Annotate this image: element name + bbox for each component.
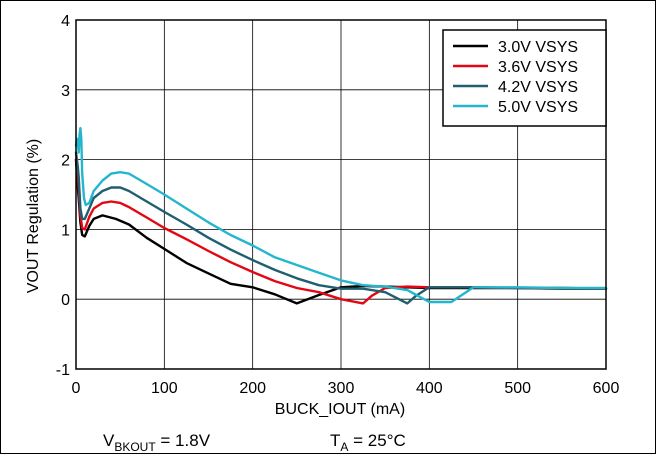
vbkout-condition: VBKOUT = 1.8V	[103, 431, 211, 454]
x-tick-labels: 0 100 200 300 400 500 600	[72, 380, 620, 397]
vbkout-subscript: BKOUT	[114, 440, 156, 454]
y-tick-label: -1	[56, 362, 70, 379]
vbkout-value: = 1.8V	[156, 431, 211, 450]
y-tick-label: 2	[61, 153, 70, 170]
legend-label: 3.0V VSYS	[498, 39, 578, 56]
y-tick-label: 0	[61, 292, 70, 309]
ta-condition: TA = 25°C	[330, 431, 406, 454]
y-tick-labels: -1 0 1 2 3 4	[56, 13, 70, 379]
x-tick-label: 500	[504, 380, 531, 397]
vbkout-symbol: V	[103, 431, 115, 450]
series-lines	[74, 126, 608, 305]
y-tick-label: 1	[61, 222, 70, 239]
plot-area-frame	[75, 19, 607, 370]
series-line	[74, 126, 608, 304]
x-tick-label: 100	[151, 380, 178, 397]
y-tick-label: 3	[61, 83, 70, 100]
ta-symbol: T	[330, 431, 340, 450]
x-axis-label: BUCK_IOUT (mA)	[275, 401, 405, 418]
x-tick-label: 300	[328, 380, 355, 397]
x-tick-label: 200	[239, 380, 266, 397]
legend-label: 3.6V VSYS	[498, 59, 578, 76]
y-axis-label: VOUT Regulation (%)	[25, 139, 42, 293]
legend-label: 4.2V VSYS	[498, 79, 578, 96]
series-line	[74, 151, 608, 305]
legend: 3.0V VSYS 3.6V VSYS 4.2V VSYS 5.0V VSYS	[442, 29, 607, 127]
x-tick-label: 600	[593, 380, 620, 397]
ta-value: = 25°C	[348, 431, 405, 450]
x-tick-label: 400	[416, 380, 443, 397]
ta-subscript: A	[340, 440, 348, 454]
y-tick-label: 4	[61, 13, 70, 30]
series-line	[74, 158, 608, 305]
legend-label: 5.0V VSYS	[498, 99, 578, 116]
x-tick-label: 0	[72, 380, 81, 397]
